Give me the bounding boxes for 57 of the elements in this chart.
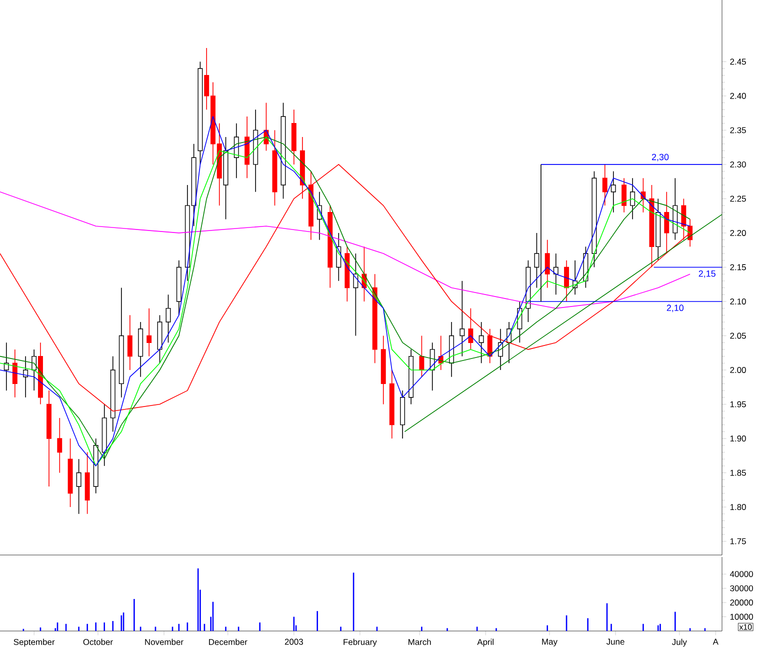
candlestick bbox=[564, 260, 570, 302]
candlestick bbox=[630, 178, 636, 220]
x-tick-label: December bbox=[209, 638, 248, 645]
y-tick-label: 2.00 bbox=[730, 367, 746, 373]
candlestick bbox=[460, 280, 465, 357]
x-tick-label: March bbox=[408, 638, 431, 645]
y-tick-label: 2.05 bbox=[730, 332, 746, 339]
candlestick bbox=[4, 342, 9, 391]
y-tick-label: 1.85 bbox=[730, 470, 746, 476]
candlestick bbox=[610, 170, 616, 213]
y-tick-label: 2.20 bbox=[730, 230, 746, 236]
candlestick bbox=[127, 314, 132, 370]
y-tick-label: 1.75 bbox=[730, 538, 746, 544]
candlestick bbox=[478, 322, 484, 364]
candlestick bbox=[146, 308, 152, 357]
candlestick bbox=[544, 239, 550, 288]
candlestick bbox=[76, 458, 82, 514]
y-tick-label: 2.15 bbox=[730, 264, 746, 270]
candlestick bbox=[622, 178, 627, 213]
candlestick bbox=[602, 164, 608, 206]
y-tick-label: 1.90 bbox=[730, 436, 746, 442]
candlestick bbox=[234, 122, 239, 179]
y-tick-label: 1.95 bbox=[730, 401, 746, 408]
candlestick bbox=[32, 349, 37, 391]
x-tick-label: June bbox=[606, 638, 624, 645]
candlestick bbox=[419, 335, 424, 378]
annotation: 2,15 bbox=[698, 270, 716, 278]
x-tick-label: February bbox=[344, 638, 377, 647]
x-tick-label: October bbox=[83, 638, 113, 645]
y-tick-label: 40000 bbox=[730, 571, 753, 578]
candlestick bbox=[23, 356, 28, 398]
candlestick bbox=[12, 349, 18, 398]
x-tick-label: A bbox=[712, 638, 718, 645]
x-tick-label: May bbox=[542, 638, 558, 646]
annotation: 2,30 bbox=[652, 154, 669, 162]
x-tick-label: November bbox=[145, 638, 184, 645]
y-tick-label: 2.40 bbox=[730, 92, 746, 99]
candlestick bbox=[553, 253, 558, 296]
y-tick-label: 1.80 bbox=[730, 504, 746, 510]
candlestick bbox=[353, 253, 358, 336]
y-tick-label: 2.45 bbox=[730, 58, 746, 65]
candlestick bbox=[664, 191, 670, 254]
candlestick bbox=[166, 294, 171, 343]
annotation: 2,10 bbox=[666, 304, 684, 312]
candlestick bbox=[57, 418, 62, 474]
y-tick-label: 2.25 bbox=[730, 196, 746, 202]
y-tick-label: 2.10 bbox=[730, 298, 746, 304]
candlestick bbox=[468, 308, 474, 350]
y-tick-label: 20000 bbox=[730, 600, 753, 606]
y-tick-label: 2.35 bbox=[730, 127, 746, 134]
x-tick-label: July bbox=[672, 638, 687, 647]
x-tick-label: 2003 bbox=[284, 638, 303, 645]
y-tick-label: 10000 bbox=[730, 614, 753, 620]
y-tick-label: 30000 bbox=[730, 585, 753, 592]
y-tick-label: 2.30 bbox=[730, 161, 746, 168]
x-tick-label: September bbox=[14, 638, 55, 647]
x-tick-label: April bbox=[477, 638, 494, 647]
